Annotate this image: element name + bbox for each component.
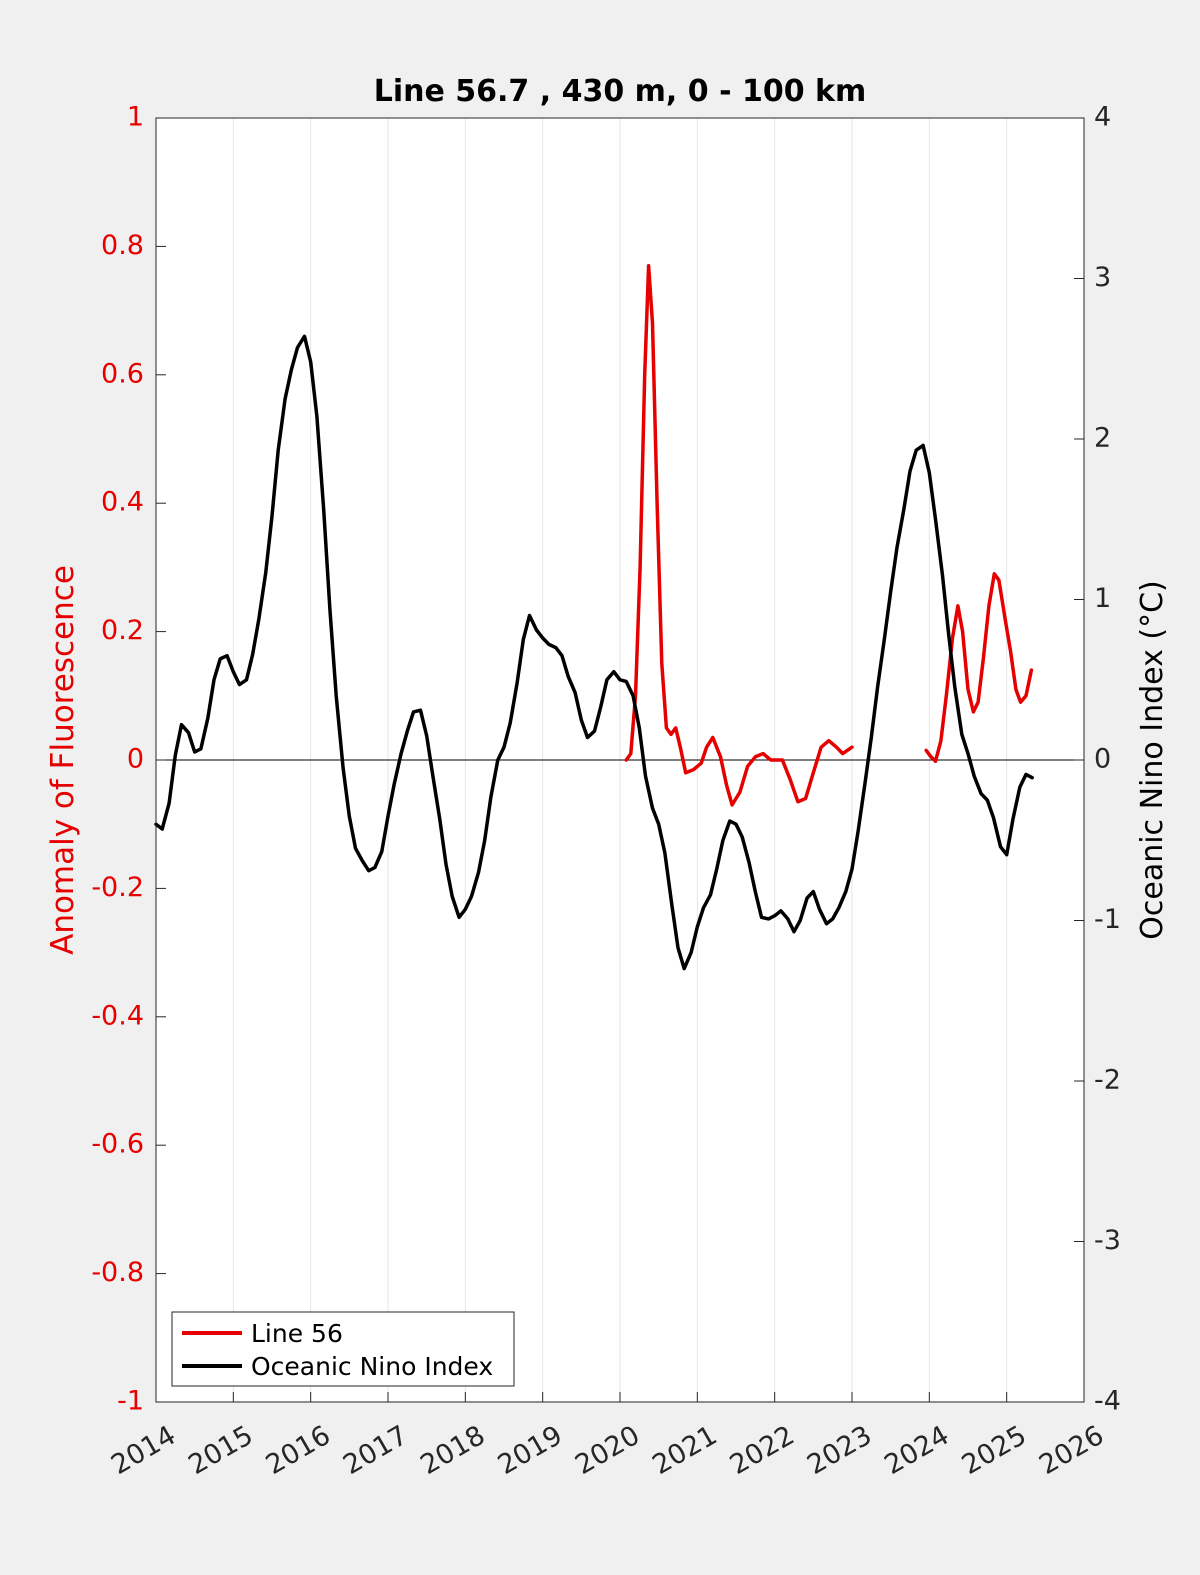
x-tick-label: 2025 [957, 1420, 1032, 1481]
right-tick-label: 3 [1094, 262, 1111, 293]
left-tick-label: 0 [127, 744, 144, 775]
left-tick-label: 0.6 [101, 358, 144, 389]
x-tick-label: 2022 [725, 1420, 800, 1481]
left-tick-label: 1 [127, 102, 144, 133]
oceanic-nino-index-series [154, 334, 1034, 971]
right-tick-label: -3 [1094, 1225, 1121, 1256]
x-tick-label: 2016 [261, 1420, 336, 1481]
x-tick-label: 2023 [802, 1420, 877, 1481]
right-tick-label: -2 [1094, 1065, 1121, 1096]
x-tick-label: 2017 [338, 1420, 413, 1481]
right-axis: -4 -3 -2 -1 0 1 2 3 4 [1074, 102, 1121, 1417]
line-56-segment [624, 263, 854, 807]
left-tick-label: -0.2 [91, 872, 144, 903]
left-axis-label: Anomaly of Fluorescence [45, 565, 81, 955]
line-56-series [624, 263, 1034, 807]
x-tick-label: 2024 [879, 1420, 954, 1481]
right-tick-label: 0 [1094, 744, 1111, 775]
left-tick-label: -1 [117, 1386, 144, 1417]
left-tick-label: -0.4 [91, 1000, 144, 1031]
left-tick-label: 0.4 [101, 487, 144, 518]
right-tick-label: 4 [1094, 102, 1111, 133]
right-axis-label: Oceanic Nino Index (°C) [1135, 580, 1170, 940]
line-56-segment [924, 572, 1034, 764]
legend: Line 56 Oceanic Nino Index [171, 1311, 515, 1387]
left-tick-label: 0.8 [101, 230, 144, 261]
left-tick-label: -0.6 [91, 1129, 144, 1160]
x-axis: 2014 2015 2016 2017 2018 2019 2020 2021 2022 2023… [106, 1392, 1109, 1481]
chart-title: Line 56.7 , 430 m, 0 - 100 km [374, 74, 867, 109]
x-tick-label: 2019 [493, 1420, 568, 1481]
x-tick-label: 2014 [106, 1420, 181, 1481]
oceanic-nino-index-line [154, 334, 1034, 971]
x-tick-label: 2018 [415, 1420, 490, 1481]
x-tick-label: 2020 [570, 1420, 645, 1481]
x-tick-label: 2021 [647, 1420, 722, 1481]
legend-box [171, 1311, 515, 1387]
left-tick-label: -0.8 [91, 1257, 144, 1288]
right-tick-label: 2 [1094, 423, 1111, 454]
left-axis: -1 -0.8 -0.6 -0.4 -0.2 0 0.2 0.4 0.6 0.8 1 [91, 102, 166, 1417]
legend-label-line-56: Line 56 [251, 1319, 343, 1348]
right-tick-label: 1 [1094, 583, 1111, 614]
x-tick-label: 2026 [1034, 1420, 1109, 1481]
left-tick-label: 0.2 [101, 615, 144, 646]
legend-label-oni: Oceanic Nino Index [251, 1352, 493, 1381]
right-tick-label: -1 [1094, 904, 1121, 935]
x-tick-label: 2015 [183, 1420, 258, 1481]
right-tick-label: -4 [1094, 1386, 1121, 1417]
